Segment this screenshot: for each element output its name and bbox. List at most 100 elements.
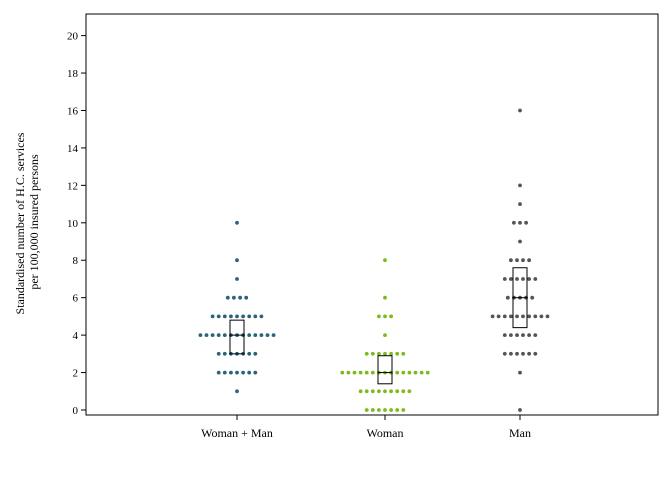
data-point [383,333,387,337]
data-point [539,314,544,319]
series-man [490,108,550,412]
data-point [401,370,406,375]
data-point [235,370,239,375]
data-point [229,314,233,319]
y-tick-label: 12 [67,180,78,192]
data-point [383,295,387,300]
data-point [235,314,239,319]
data-point [377,408,381,412]
data-point [509,258,513,263]
iqr-box [377,355,393,385]
data-point [533,277,538,281]
data-point [247,351,252,356]
data-point [383,408,387,412]
data-point [389,351,393,356]
data-point [377,314,381,319]
data-point [407,389,412,394]
data-point [509,351,513,356]
data-point [401,351,406,356]
data-point [395,351,400,356]
data-point [377,389,381,394]
data-point [241,314,246,319]
y-axis-title: Standardised number of H.C. services per… [13,130,41,315]
data-point [425,370,430,375]
y-tick-label: 18 [67,68,79,80]
data-point [530,295,535,300]
data-point [358,389,363,394]
data-point [509,333,513,337]
data-point [521,333,525,337]
plot-frame [85,13,659,416]
data-point [370,370,375,375]
data-point [533,351,538,356]
data-point [222,370,227,375]
data-point [364,370,369,375]
data-point [389,314,393,319]
y-axis: 0 2 4 6 8 10 12 14 16 18 20 [67,31,86,417]
data-point [515,351,519,356]
data-point [383,351,387,356]
y-tick-label: 2 [73,368,79,380]
data-point [505,295,510,300]
data-point [198,333,203,337]
data-point [222,351,227,356]
data-point [518,202,522,207]
y-tick-label: 4 [73,330,79,342]
data-point [352,370,357,375]
y-tick-label: 6 [73,293,79,305]
data-point [271,333,276,337]
y-tick-label: 10 [67,218,79,230]
data-point [395,408,400,412]
data-point [407,370,412,375]
x-tick-label: Woman [366,426,403,440]
data-point [229,370,233,375]
x-axis: Woman + Man Woman Man [201,415,531,440]
data-point [222,314,227,319]
data-point [232,295,236,300]
y-tick-label: 20 [67,31,79,43]
data-point [241,370,246,375]
data-point [389,408,393,412]
data-point [370,408,375,412]
data-point [253,351,258,356]
data-point [340,370,345,375]
data-point [235,277,239,281]
data-point [527,277,531,281]
data-point [247,370,252,375]
data-point [265,333,270,337]
y-tick-label: 14 [67,143,79,155]
data-point [521,277,525,281]
data-point [518,408,522,412]
data-point [518,108,522,113]
data-point [235,389,239,394]
data-point [216,314,221,319]
data-point [533,314,538,319]
data-point [527,333,531,337]
data-point [259,333,264,337]
data-point [515,314,519,319]
data-point [545,314,550,319]
data-point [419,370,424,375]
y-tick-label: 16 [67,105,79,117]
data-point [235,220,239,225]
data-point [216,370,221,375]
data-point [518,370,522,375]
iqr-box [229,319,245,355]
data-point [395,370,400,375]
data-point [502,314,507,319]
data-point [533,333,538,337]
data-point [518,183,522,188]
data-point [225,295,230,300]
data-point [527,351,531,356]
series-woman-man [198,220,276,394]
data-point [253,370,258,375]
data-point [395,389,400,394]
series-woman [340,258,430,412]
data-point [413,370,418,375]
data-point [370,351,375,356]
data-point [401,389,406,394]
data-point [259,314,264,319]
data-point [389,389,393,394]
plot-marks [198,108,550,412]
